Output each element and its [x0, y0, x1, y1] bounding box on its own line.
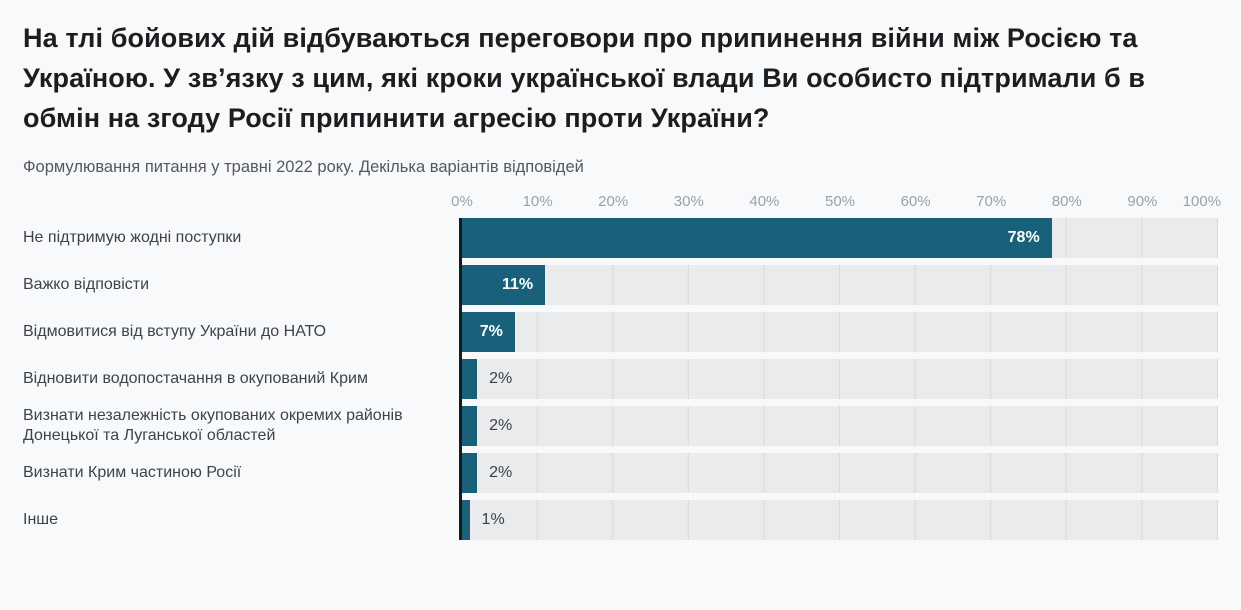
axis-tick-label: 30%	[673, 193, 704, 210]
bar	[462, 406, 478, 446]
category-label: Визнати Крим частиною Росії	[23, 464, 242, 481]
axis-tick-label: 40%	[749, 193, 780, 210]
bar-track: 7%	[462, 312, 1218, 352]
chart-row: Відмовитися від вступу України до НАТО 7%	[23, 312, 1218, 352]
value-label: 2%	[489, 417, 513, 434]
bar-track: 11%	[462, 265, 1218, 305]
axis-ticks: 0% 10% 20% 30% 40% 50% 60% 70% 80% 90% 100%	[451, 193, 1222, 211]
value-label: 2%	[489, 464, 513, 481]
category-label: Визнати незалежність окупованих окремих …	[23, 407, 403, 444]
chart-row: Визнати незалежність окупованих окремих …	[23, 406, 1218, 446]
chart-subtitle: Формулювання питання у травні 2022 року.…	[23, 158, 584, 176]
value-label: 1%	[481, 511, 505, 528]
axis-tick-label: 60%	[900, 193, 931, 210]
chart-row: Інше 1%	[23, 500, 1218, 540]
bar	[462, 359, 478, 399]
bar	[462, 453, 478, 493]
axis-tick-label: 50%	[824, 193, 856, 210]
bar-track: 1%	[462, 500, 1218, 540]
bar-track: 2%	[462, 359, 1218, 399]
category-label: Відмовитися від вступу України до НАТО	[23, 323, 327, 340]
bar-track: 2%	[462, 453, 1218, 493]
value-label: 78%	[1007, 229, 1040, 246]
bar-track: 78%	[462, 218, 1218, 258]
chart-row: Не підтримую жодні поступки 78%	[23, 218, 1218, 258]
chart-row: Відновити водопостачання в окупований Кр…	[23, 359, 1218, 399]
axis-tick-label: 20%	[598, 193, 629, 210]
page-title: На тлі бойових дій відбуваються перегово…	[23, 23, 1146, 133]
category-label: Не підтримую жодні поступки	[23, 229, 242, 246]
value-label: 7%	[479, 323, 503, 340]
bar: 7%	[462, 312, 515, 352]
bar-chart: 0% 10% 20% 30% 40% 50% 60% 70% 80% 90% 100% Не під…	[23, 193, 1222, 540]
chart-row: Визнати Крим частиною Росії 2%	[23, 453, 1218, 493]
axis-tick-label: 10%	[522, 193, 553, 210]
category-label: Відновити водопостачання в окупований Кр…	[23, 370, 368, 387]
axis-tick-label: 80%	[1051, 193, 1082, 210]
axis-tick-label: 100%	[1182, 193, 1222, 210]
bar: 78%	[462, 218, 1052, 258]
chart-row: Важко відповісти 11%	[23, 265, 1218, 305]
bar-track: 2%	[462, 406, 1218, 446]
category-label: Інше	[23, 511, 59, 528]
axis-tick-label: 90%	[1127, 193, 1158, 210]
bar	[462, 500, 470, 540]
value-label: 11%	[502, 276, 534, 293]
axis-tick-label: 70%	[976, 193, 1007, 210]
value-label: 2%	[489, 370, 513, 387]
category-label: Важко відповісти	[23, 276, 150, 293]
axis-tick-label: 0%	[451, 193, 473, 210]
chart-rows: Не підтримую жодні поступки 78% Важко відп…	[23, 218, 1218, 540]
bar: 11%	[462, 265, 546, 305]
